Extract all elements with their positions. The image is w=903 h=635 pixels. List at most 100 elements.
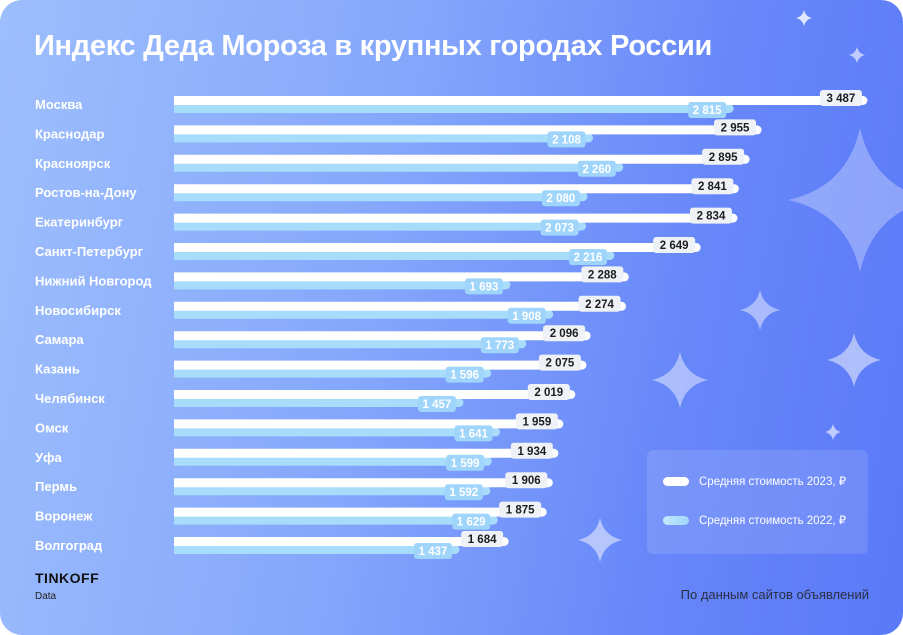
legend: Средняя стоимость 2023, ₽ Средняя стоимо…	[647, 450, 868, 554]
value-label-2022: 2 108	[552, 134, 581, 146]
value-label-bg-2022	[480, 337, 519, 354]
value-label-2022: 1 599	[451, 458, 480, 470]
bar-2022	[174, 162, 624, 172]
value-label-bg-2023	[538, 354, 581, 371]
bar-2022	[174, 280, 511, 290]
value-label-bg-2022	[507, 307, 546, 324]
value-label-bg-2022	[446, 454, 485, 471]
sparkle-icon	[740, 290, 780, 330]
bar-2023	[173, 448, 559, 458]
bar-2022	[174, 427, 501, 437]
value-label-2022: 1 592	[449, 487, 478, 499]
bar-2023	[174, 507, 547, 517]
value-label-2022: 1 908	[512, 311, 541, 323]
sparkle-icon	[825, 424, 841, 440]
category-label: Пермь	[35, 479, 77, 494]
value-label-2023: 2 895	[709, 152, 738, 164]
value-label-bg-2023	[653, 237, 696, 253]
bar-2023	[174, 184, 739, 194]
bar-2023	[174, 537, 509, 546]
tinkoff-logo: TINKOFF	[35, 570, 100, 586]
category-label: Казань	[35, 362, 80, 377]
bar-2022	[174, 486, 491, 496]
category-label: Москва	[35, 97, 83, 112]
bar-2022	[174, 104, 734, 113]
legend-label-2023: Средняя стоимость 2023, ₽	[699, 476, 847, 488]
value-label-bg-2022	[541, 190, 580, 207]
bar-2022	[174, 339, 527, 349]
value-label-bg-2022	[577, 160, 616, 177]
bar-2023	[174, 243, 701, 252]
value-label-bg-2023	[578, 295, 621, 312]
value-label-2022: 1 773	[485, 340, 514, 352]
sparkle-icon	[788, 128, 903, 272]
category-label: Нижний Новгород	[35, 273, 152, 288]
value-label-2023: 1 875	[506, 505, 535, 517]
value-label-bg-2023	[714, 119, 757, 136]
category-label: Самара	[35, 332, 84, 347]
value-label-2023: 2 019	[534, 387, 563, 399]
category-label: Краснодар	[35, 126, 104, 141]
value-label-2023: 2 834	[697, 211, 726, 223]
legend-item-2022: Средняя стоимость 2022, ₽	[663, 513, 846, 527]
bar-2022	[174, 368, 492, 378]
category-label: Челябинск	[35, 391, 105, 406]
category-label: Санкт-Петербург	[35, 244, 144, 259]
value-label-2022: 1 437	[419, 546, 448, 558]
value-label-2022: 2 080	[547, 193, 576, 205]
value-label-bg-2023	[543, 325, 586, 342]
value-label-2022: 1 596	[450, 370, 479, 382]
value-label-2023: 2 649	[660, 240, 689, 252]
category-label: Ростов-на-Дону	[35, 185, 137, 200]
value-label-bg-2023	[819, 90, 862, 106]
sparkle-icon	[796, 10, 812, 26]
category-label: Новосибирск	[35, 303, 121, 318]
bar-2023	[174, 272, 629, 282]
bar-2023	[174, 419, 564, 429]
value-label-2022: 2 216	[574, 252, 603, 264]
sparkle-icon	[827, 333, 881, 387]
value-label-2023: 2 288	[588, 269, 617, 281]
value-label-bg-2023	[510, 442, 553, 459]
value-label-2023: 2 075	[546, 358, 575, 370]
value-label-bg-2023	[461, 531, 504, 547]
value-label-bg-2022	[540, 219, 579, 236]
category-label: Волгоград	[35, 538, 103, 553]
bar-2023	[174, 360, 587, 370]
value-label-2023: 1 934	[517, 446, 546, 458]
bar-2023	[174, 213, 738, 223]
value-label-bg-2023	[702, 148, 745, 165]
value-label-bg-2023	[499, 501, 542, 518]
bar-2022	[173, 221, 587, 231]
value-label-2023: 2 274	[585, 299, 614, 311]
category-label: Воронеж	[35, 509, 93, 524]
value-label-2022: 1 457	[423, 399, 452, 411]
value-label-bg-2022	[444, 484, 483, 501]
legend-swatch-2023	[663, 476, 689, 486]
sparkle-icon	[578, 518, 622, 562]
value-label-2022: 1 641	[459, 428, 488, 440]
bar-2022	[174, 192, 588, 202]
bar-2023	[174, 154, 750, 164]
value-label-bg-2022	[417, 396, 456, 412]
bar-2022	[174, 515, 498, 525]
value-label-bg-2022	[464, 278, 503, 295]
source-note: По данным сайтов объявлений	[680, 587, 869, 602]
value-label-2022: 2 815	[693, 105, 722, 117]
bar-2023	[174, 96, 868, 105]
value-label-bg-2022	[452, 513, 491, 530]
category-label: Омск	[35, 420, 69, 435]
value-label-2022: 2 260	[582, 164, 611, 176]
legend-item-2023: Средняя стоимость 2023, ₽	[663, 474, 846, 488]
bar-2022	[174, 133, 593, 143]
value-label-bg-2022	[454, 425, 493, 442]
value-label-2023: 1 959	[522, 416, 551, 428]
bar-2022	[174, 251, 615, 260]
bar-2023	[174, 390, 576, 399]
value-label-2022: 2 073	[545, 223, 574, 235]
bar-2022	[174, 398, 464, 407]
logo-subtitle: Data	[35, 591, 57, 602]
